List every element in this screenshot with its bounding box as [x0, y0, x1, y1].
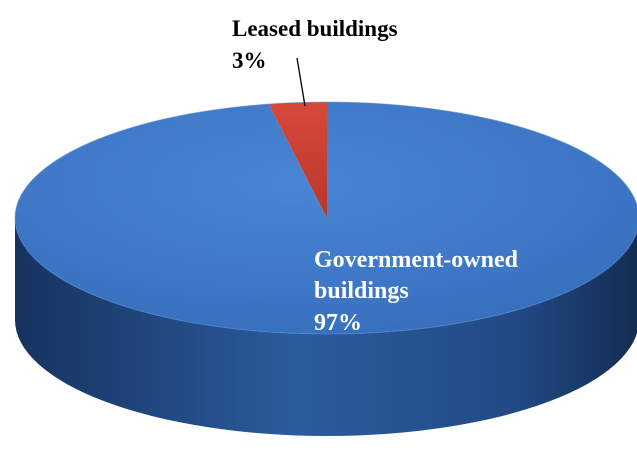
slice-label-leased: Leased buildings	[232, 16, 398, 41]
slice-label-government-line2: buildings	[314, 278, 409, 304]
slice-label-government-name-2: buildings	[314, 278, 409, 304]
slice-label-government-name-1: Government-owned	[314, 247, 519, 273]
pie-layer	[14, 101, 637, 436]
pie-slice-leased	[268, 102, 327, 218]
pie-side-wall	[15, 218, 637, 436]
leader-line	[296, 57, 306, 107]
slice-value-government: 97%	[314, 310, 362, 336]
pie-rim	[14, 101, 637, 335]
slice-value-leased-text: 3%	[232, 48, 267, 73]
slice-label-leased-name: Leased buildings	[232, 16, 398, 41]
slice-label-government-line1: Government-owned	[314, 247, 519, 273]
pie-slice-government-owned	[15, 102, 637, 334]
slice-value-leased: 3%	[232, 48, 267, 73]
slice-value-government-text: 97%	[314, 310, 362, 336]
